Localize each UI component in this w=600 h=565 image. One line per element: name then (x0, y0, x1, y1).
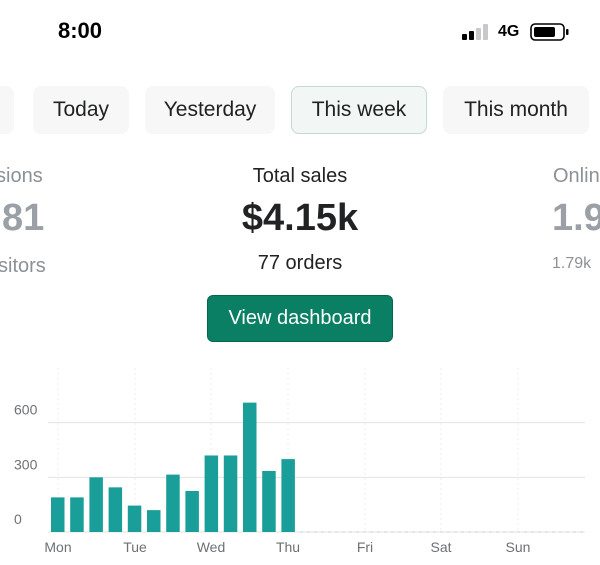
chart-bar (147, 510, 161, 532)
x-tick-label: Tue (123, 539, 147, 555)
metric-value: 81 (2, 197, 45, 239)
x-tick-label: Sun (506, 539, 531, 555)
sales-bar-chart: 0 300 600 Mon Tue Wed Thu Fri Sat Sun (14, 368, 585, 555)
metric-label: Onlin (553, 165, 600, 187)
chart-bar (185, 491, 199, 532)
metric-subtext: 77 orders (257, 252, 343, 274)
chart-bar (89, 477, 103, 532)
metric-label: sions (0, 165, 43, 187)
view-dashboard-button[interactable]: View dashboard (207, 295, 393, 342)
chart-bar (166, 474, 180, 532)
chart-bar (204, 455, 219, 532)
chart-bar (51, 497, 65, 532)
tab-previous-partial[interactable]: e (0, 86, 14, 134)
chart-bar (70, 497, 84, 532)
metric-value: $4.15k (241, 197, 359, 239)
chart-bar (262, 470, 276, 532)
y-tick-label: 600 (14, 402, 38, 418)
metric-subtext: 1.79k (552, 255, 592, 272)
metric-label: Total sales (252, 165, 348, 187)
x-tick-label: Fri (357, 539, 373, 555)
date-range-tabs: e Today Yesterday This week This month (0, 86, 600, 136)
tab-this-month[interactable]: This month (443, 86, 589, 134)
x-tick-label: Mon (44, 539, 71, 555)
tab-yesterday[interactable]: Yesterday (145, 86, 275, 134)
x-tick-label: Wed (197, 539, 226, 555)
battery-icon (530, 23, 569, 41)
x-tick-label: Thu (276, 539, 300, 555)
x-tick-label: Sat (430, 539, 451, 555)
chart-bar (243, 402, 257, 532)
y-tick-label: 300 (14, 456, 38, 472)
metric-value: 1.9 (552, 197, 600, 239)
tab-this-week[interactable]: This week (291, 86, 427, 134)
signal-icon (462, 24, 488, 40)
chart-bar (108, 487, 123, 532)
tab-today[interactable]: Today (33, 86, 129, 134)
metric-subtext: sitors (0, 255, 46, 277)
chart-bar (281, 459, 295, 532)
status-time: 8:00 (58, 18, 103, 43)
status-bar: 8:00 4G (0, 0, 600, 64)
chart-bar (223, 455, 238, 532)
chart-bar (127, 505, 142, 532)
network-label: 4G (498, 23, 520, 40)
y-tick-label: 0 (14, 511, 22, 527)
